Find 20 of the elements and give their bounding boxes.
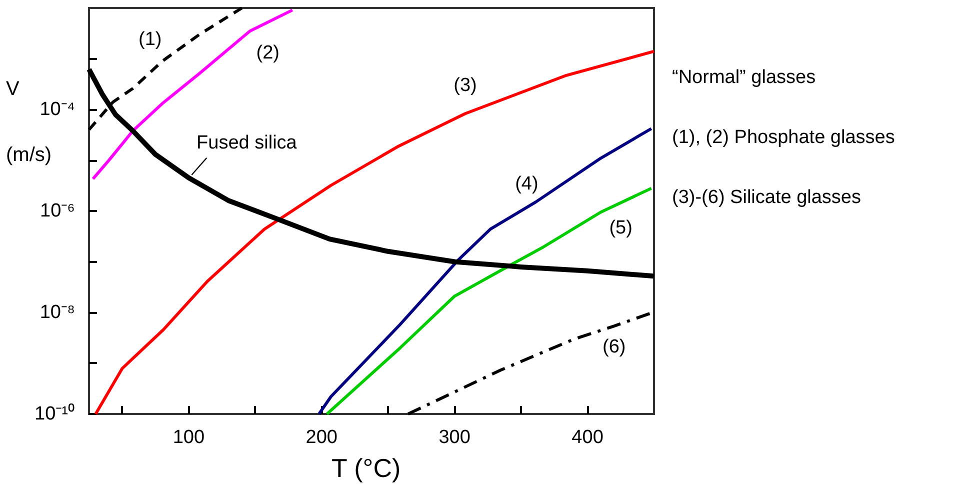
x-axis-title: T (°C) xyxy=(332,453,401,483)
series-label: Fused silica xyxy=(196,132,298,154)
text: (3)-(6) Silicate glasses xyxy=(672,187,861,208)
series-label: (6) xyxy=(602,336,626,358)
y-tick-label: 10⁻⁴ xyxy=(40,99,75,120)
series-label: (4) xyxy=(515,174,538,195)
y-tick-label: 10⁻¹⁰ xyxy=(34,402,75,424)
series-label: (2) xyxy=(256,42,280,64)
text: (1), (2) Phosphate glasses xyxy=(672,127,895,148)
y-tick-label: 10⁻⁶ xyxy=(40,200,75,222)
y-tick-label: 10⁻⁸ xyxy=(40,302,75,323)
x-tick-label: 300 xyxy=(438,427,470,448)
text: “Normal” glasses xyxy=(672,67,816,88)
x-tick-label: 400 xyxy=(572,427,604,448)
series-label: (1) xyxy=(138,28,162,50)
x-tick-label: 100 xyxy=(172,427,205,448)
series-label: (5) xyxy=(609,218,632,239)
x-tick-label: 200 xyxy=(306,427,338,448)
line-series xyxy=(317,127,653,416)
series-label: (3) xyxy=(454,75,477,96)
